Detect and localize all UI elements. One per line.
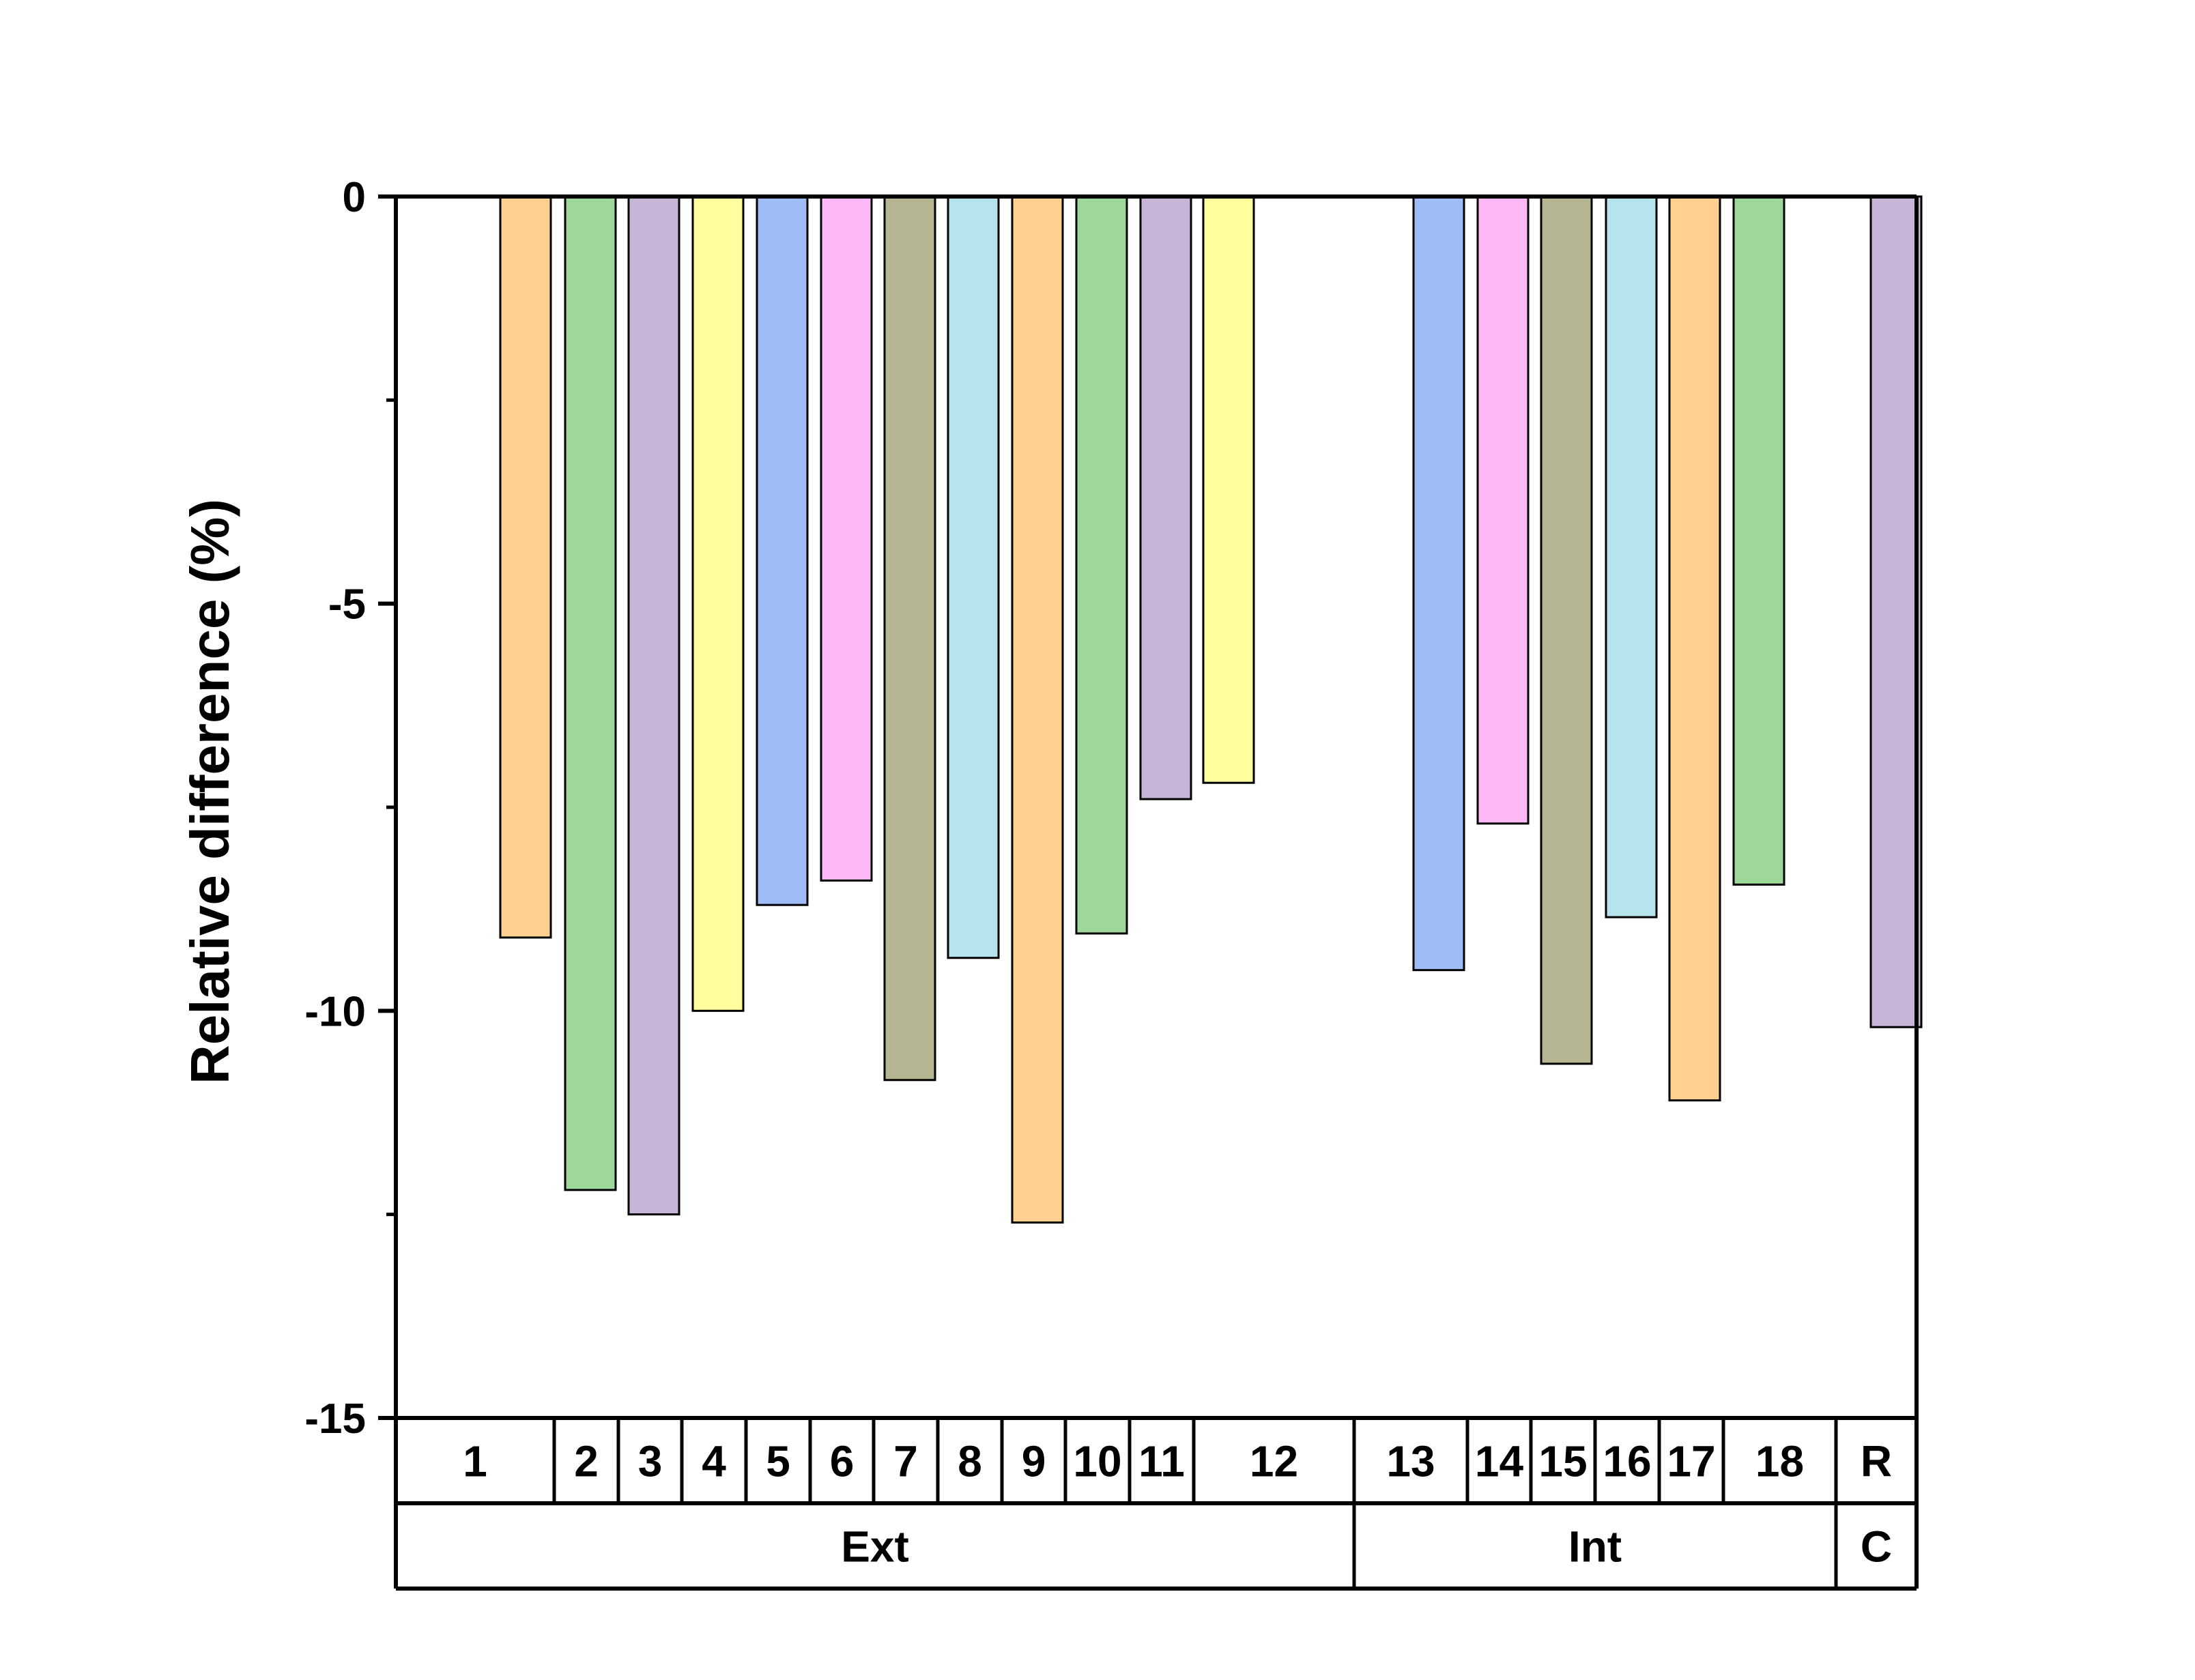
bars (499, 195, 1923, 1224)
category-label: 18 (1755, 1437, 1804, 1486)
category-label: 12 (1250, 1437, 1298, 1486)
category-label: 3 (638, 1437, 663, 1486)
bar-10 (1075, 195, 1128, 935)
y-axis-label: Relative difference (%) (180, 499, 240, 1084)
y-tick-label: -5 (328, 581, 366, 628)
category-label: 9 (1022, 1437, 1046, 1486)
bar-11 (1139, 195, 1192, 800)
category-label: 5 (766, 1437, 790, 1486)
category-label: 1 (463, 1437, 487, 1486)
category-label: 7 (893, 1437, 918, 1486)
bar-14 (1476, 195, 1530, 825)
bar-3 (627, 195, 680, 1216)
category-label: R (1861, 1437, 1892, 1486)
category-label: 2 (574, 1437, 599, 1486)
bar-16 (1605, 195, 1658, 918)
category-label: 8 (958, 1437, 982, 1486)
bar-17 (1668, 195, 1721, 1102)
bar-9 (1011, 195, 1064, 1224)
bar-6 (820, 195, 873, 882)
bar-2 (564, 195, 617, 1191)
bar-8 (947, 195, 1000, 959)
category-label: 15 (1538, 1437, 1587, 1486)
category-label: 4 (702, 1437, 726, 1486)
bar-12 (1202, 195, 1255, 784)
y-tick-label: -15 (304, 1395, 366, 1443)
bar-18 (1732, 195, 1785, 886)
category-label: 14 (1475, 1437, 1524, 1486)
category-label: 11 (1138, 1437, 1185, 1486)
category-label: 10 (1073, 1437, 1121, 1486)
group-label: C (1861, 1522, 1892, 1572)
category-label: 13 (1386, 1437, 1435, 1486)
bar-15 (1540, 195, 1593, 1065)
bar-1 (499, 195, 552, 939)
bar-4 (691, 195, 745, 1012)
category-label: 16 (1603, 1437, 1651, 1486)
group-label: Int (1568, 1522, 1622, 1572)
category-label: 6 (830, 1437, 855, 1486)
y-tick-label: -10 (304, 988, 366, 1035)
group-label: Ext (841, 1522, 909, 1572)
bar-13 (1412, 195, 1465, 972)
bar-R (1869, 195, 1923, 1028)
y-tick-label: 0 (343, 174, 366, 221)
bar-7 (883, 195, 936, 1082)
bar-5 (756, 195, 809, 906)
axes: 0 -5 -10 -15 (304, 174, 1919, 1443)
category-label: 17 (1667, 1437, 1715, 1486)
